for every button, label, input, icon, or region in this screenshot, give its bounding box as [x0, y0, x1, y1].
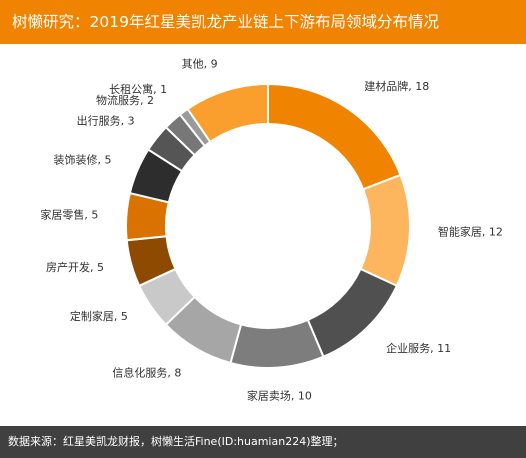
data-label-3: 企业服务, 11 [386, 341, 451, 355]
slices-group [125, 82, 411, 369]
data-label-7: 房产开发, 5 [46, 260, 104, 274]
data-label-1: 建材品牌, 18 [364, 79, 429, 93]
data-label-10: 出行服务, 3 [77, 114, 135, 128]
data-label-9: 装饰装修, 5 [53, 153, 111, 167]
data-label-8: 家居零售, 5 [40, 208, 98, 222]
data-label-5: 信息化服务, 8 [112, 365, 181, 379]
data-label-6: 定制家居, 5 [70, 309, 128, 323]
data-label-4: 家居卖场, 10 [247, 389, 312, 403]
slice-3 [306, 267, 399, 359]
data-label-11: 物流服务, 2 [96, 93, 154, 107]
slice-4 [229, 318, 325, 369]
slice-2 [359, 173, 411, 288]
slice-13 [186, 82, 269, 144]
slice-1 [267, 82, 402, 191]
source-note: 数据来源：红星美凯龙财报，树懒生活Fine(ID:huamian224)整理； [0, 426, 526, 458]
chart-area: 建材品牌, 18 智能家居, 12 企业服务, 11 家居卖场, 10 信息化服务, 8… [0, 44, 526, 426]
chart-title: 树懒研究：2019年红星美凯龙产业链上下游布局领域分布情况 [0, 0, 526, 44]
data-label-12: 长租公寓, 1 [109, 82, 167, 96]
data-label-2: 智能家居, 12 [438, 225, 503, 239]
labels-group: 建材品牌, 18 智能家居, 12 企业服务, 11 家居卖场, 10 信息化服务, 8… [40, 58, 503, 403]
data-label-13: 其他, 9 [182, 58, 218, 71]
donut-chart: 建材品牌, 18 智能家居, 12 企业服务, 11 家居卖场, 10 信息化服务, 8… [40, 58, 503, 403]
